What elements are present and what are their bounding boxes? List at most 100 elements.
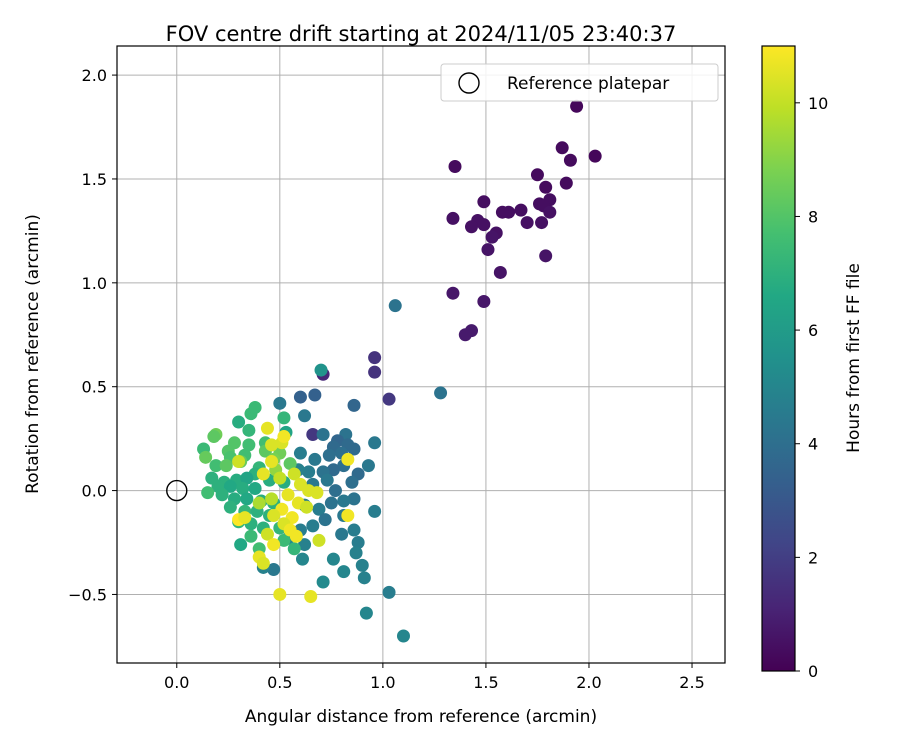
colorbar-label: Hours from first FF file — [844, 263, 864, 453]
scatter-point — [219, 459, 233, 473]
scatter-point — [539, 249, 553, 263]
scatter-point — [347, 523, 361, 537]
scatter-point — [368, 365, 382, 379]
y-axis-label: Rotation from reference (arcmin) — [23, 214, 43, 494]
scatter-point — [304, 590, 318, 604]
scatter-point — [308, 388, 322, 402]
scatter-point — [215, 488, 229, 502]
scatter-point — [368, 504, 382, 518]
scatter-point — [446, 211, 460, 225]
scatter-point — [302, 465, 316, 479]
scatter-point — [341, 509, 355, 523]
scatter-point — [232, 454, 246, 468]
scatter-point — [287, 467, 301, 481]
scatter-point — [312, 533, 326, 547]
scatter-point — [347, 492, 361, 506]
x-tick-label: 0.5 — [267, 673, 292, 692]
scatter-point — [514, 203, 528, 217]
scatter-point — [223, 479, 237, 493]
scatter-point — [464, 220, 478, 234]
scatter-point — [240, 492, 254, 506]
scatter-point — [559, 176, 573, 190]
y-tick-label: 0.5 — [82, 378, 107, 397]
colorbar-gradient — [761, 45, 796, 672]
scatter-point — [324, 496, 338, 510]
colorbar-tick-label: 4 — [808, 435, 818, 454]
scatter-point — [267, 538, 281, 552]
x-axis-label: Angular distance from reference (arcmin) — [245, 707, 597, 727]
colorbar-tick-label: 0 — [808, 662, 818, 681]
legend-box — [440, 63, 719, 102]
scatter-point — [316, 427, 330, 441]
scatter-point — [293, 390, 307, 404]
scatter-point — [265, 492, 279, 506]
scatter-point — [244, 529, 258, 543]
scatter-point — [232, 415, 246, 429]
scatter-point — [477, 218, 491, 232]
scatter-point — [382, 392, 396, 406]
scatter-point — [283, 457, 297, 471]
scatter-point — [448, 159, 462, 173]
scatter-point — [293, 446, 307, 460]
scatter-point — [277, 430, 291, 444]
colorbar-ticks: 0 2 4 6 8 10 — [795, 94, 828, 681]
scatter-point — [256, 556, 270, 570]
scatter-point — [289, 529, 303, 543]
x-tick-label: 0.0 — [164, 673, 189, 692]
scatter-point — [199, 450, 213, 464]
scatter-point — [287, 542, 301, 556]
scatter-point — [207, 430, 221, 444]
scatter-point — [260, 421, 274, 435]
y-tick-label: 1.5 — [82, 170, 107, 189]
y-tick-label: 0.0 — [82, 482, 107, 501]
chart-title: FOV centre drift starting at 2024/11/05 … — [166, 22, 677, 46]
scatter-point — [298, 409, 312, 423]
scatter-point — [337, 565, 351, 579]
scatter-point — [209, 459, 223, 473]
scatter-point — [273, 587, 287, 601]
scatter-point — [314, 363, 328, 377]
scatter-point — [310, 486, 324, 500]
scatter-point — [477, 295, 491, 309]
colorbar-tick-label: 6 — [808, 321, 818, 340]
scatter-point — [240, 471, 254, 485]
scatter-point — [520, 216, 534, 230]
scatter-point — [242, 423, 256, 437]
scatter-point — [277, 533, 291, 547]
scatter-point — [322, 448, 336, 462]
scatter-point — [539, 180, 553, 194]
scatter-point — [357, 571, 371, 585]
scatter-point — [238, 511, 252, 525]
x-axis-ticks: 0.0 0.5 1.0 1.5 2.0 2.5 — [164, 663, 705, 692]
plot-frame — [116, 45, 726, 664]
scatter-point — [434, 386, 448, 400]
scatter-point — [328, 484, 342, 498]
scatter-point — [242, 438, 256, 452]
legend-marker-open-circle — [458, 72, 480, 94]
scatter-point — [446, 286, 460, 300]
scatter-point — [555, 141, 569, 155]
data-points — [197, 99, 602, 643]
legend: Reference platepar — [440, 63, 719, 102]
scatter-point — [359, 606, 373, 620]
scatter-point — [265, 454, 279, 468]
scatter-point — [530, 168, 544, 182]
scatter-point — [347, 398, 361, 412]
scatter-point — [308, 452, 322, 466]
scatter-point — [260, 527, 274, 541]
colorbar-tick-label: 8 — [808, 207, 818, 226]
scatter-point — [265, 438, 279, 452]
scatter-point — [382, 585, 396, 599]
scatter-point — [495, 205, 509, 219]
scatter-point — [341, 452, 355, 466]
scatter-point — [388, 299, 402, 313]
scatter-point — [543, 205, 557, 219]
scatter-point — [335, 527, 349, 541]
x-tick-label: 2.0 — [576, 673, 601, 692]
y-axis-ticks: −0.5 0.0 0.5 1.0 1.5 2.0 — [68, 66, 117, 604]
scatter-point — [273, 396, 287, 410]
scatter-point — [535, 216, 549, 230]
scatter-point — [201, 486, 215, 500]
colorbar-tick-label: 10 — [808, 94, 828, 113]
x-tick-label: 2.5 — [679, 673, 704, 692]
